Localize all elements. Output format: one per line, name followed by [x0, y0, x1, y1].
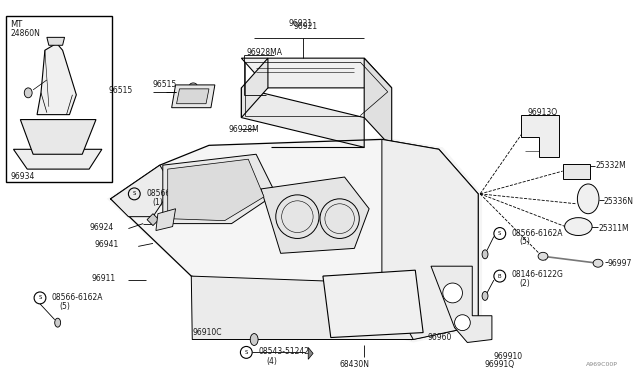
Text: 96913Q: 96913Q	[527, 108, 557, 117]
Polygon shape	[111, 165, 173, 217]
Text: 08543-51242: 08543-51242	[258, 347, 309, 356]
Circle shape	[443, 283, 463, 303]
Text: 96960: 96960	[427, 333, 451, 341]
Text: 969910: 969910	[494, 352, 523, 361]
Text: (2): (2)	[520, 279, 530, 288]
Text: (4): (4)	[266, 357, 277, 366]
Polygon shape	[522, 115, 559, 157]
Text: (1): (1)	[152, 198, 163, 207]
Text: 96515: 96515	[109, 86, 133, 95]
Text: S: S	[498, 231, 502, 236]
Text: (5): (5)	[60, 302, 70, 311]
Ellipse shape	[250, 334, 258, 346]
Text: 08566-6162A: 08566-6162A	[146, 189, 198, 198]
Text: 24860N: 24860N	[10, 29, 40, 38]
Polygon shape	[156, 209, 175, 231]
Text: 96515: 96515	[153, 80, 177, 89]
Polygon shape	[323, 270, 423, 337]
Text: 96941: 96941	[94, 240, 118, 250]
Polygon shape	[13, 149, 102, 169]
Ellipse shape	[564, 218, 592, 235]
Polygon shape	[431, 266, 492, 343]
Ellipse shape	[24, 88, 32, 98]
Text: 96910C: 96910C	[192, 328, 222, 337]
Ellipse shape	[482, 292, 488, 300]
Polygon shape	[364, 58, 392, 147]
Text: S: S	[132, 191, 136, 196]
Ellipse shape	[593, 259, 603, 267]
Ellipse shape	[55, 318, 61, 327]
Text: 96991Q: 96991Q	[484, 360, 514, 369]
Text: S: S	[244, 350, 248, 355]
Ellipse shape	[306, 146, 324, 152]
Text: MT: MT	[10, 19, 23, 29]
Polygon shape	[168, 159, 264, 221]
Text: 08566-6162A: 08566-6162A	[52, 293, 103, 302]
Polygon shape	[382, 140, 478, 340]
Text: B: B	[498, 274, 502, 279]
Text: 96934: 96934	[10, 172, 35, 181]
Ellipse shape	[577, 184, 599, 214]
Polygon shape	[241, 58, 268, 118]
Polygon shape	[172, 85, 215, 108]
Polygon shape	[563, 164, 590, 179]
Bar	[6, 16, 112, 182]
Text: 96921: 96921	[293, 22, 317, 32]
Text: 25311M: 25311M	[598, 224, 628, 232]
Ellipse shape	[482, 250, 488, 259]
Text: 96928M: 96928M	[228, 125, 259, 134]
Text: 96912N: 96912N	[186, 207, 215, 216]
Text: S: S	[38, 295, 42, 301]
Text: 08146-6122G: 08146-6122G	[511, 270, 563, 279]
Polygon shape	[147, 214, 159, 225]
Text: 96924: 96924	[89, 222, 113, 232]
Polygon shape	[241, 58, 392, 88]
Text: 96928MA: 96928MA	[246, 48, 282, 57]
Polygon shape	[308, 347, 313, 359]
Polygon shape	[47, 37, 65, 45]
Text: 68430N: 68430N	[340, 360, 370, 369]
Polygon shape	[107, 137, 482, 343]
Text: A969C00P: A969C00P	[586, 362, 618, 367]
Polygon shape	[261, 177, 369, 253]
Text: 96921: 96921	[288, 19, 312, 28]
Ellipse shape	[189, 83, 197, 89]
Text: (5): (5)	[520, 237, 531, 247]
Polygon shape	[177, 89, 209, 104]
Text: 96997: 96997	[608, 259, 632, 268]
Polygon shape	[37, 43, 76, 115]
Circle shape	[454, 315, 470, 331]
Polygon shape	[163, 154, 276, 224]
Text: 25336N: 25336N	[604, 197, 634, 206]
Text: 25332M: 25332M	[595, 161, 626, 170]
Polygon shape	[191, 276, 413, 340]
Polygon shape	[20, 119, 96, 154]
Ellipse shape	[538, 252, 548, 260]
Polygon shape	[241, 88, 364, 147]
Text: 08566-6162A: 08566-6162A	[511, 228, 563, 238]
Text: 96911: 96911	[91, 274, 115, 283]
